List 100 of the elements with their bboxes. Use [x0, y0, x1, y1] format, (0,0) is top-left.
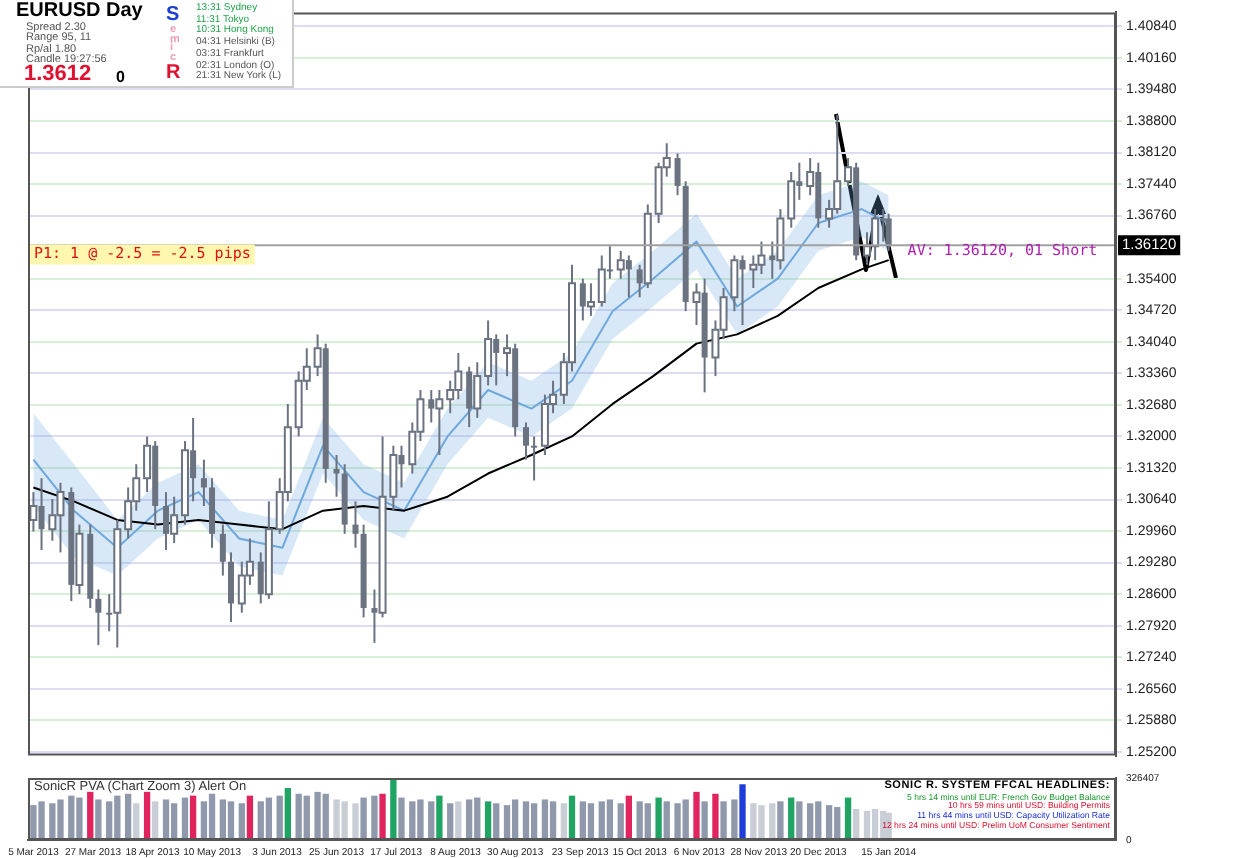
candlestick — [885, 212, 892, 252]
bar — [371, 795, 378, 840]
bar — [844, 797, 852, 840]
bar — [655, 797, 662, 840]
bar — [447, 803, 454, 840]
candlestick — [674, 152, 681, 197]
bar — [428, 801, 435, 840]
bar — [693, 791, 700, 840]
bar — [522, 801, 530, 840]
bar — [276, 795, 283, 840]
candlestick — [522, 421, 529, 461]
candlestick — [209, 477, 216, 549]
bar — [560, 803, 568, 840]
bar — [106, 801, 113, 840]
bar — [674, 803, 681, 840]
candlestick — [625, 254, 632, 299]
bar — [682, 799, 689, 840]
bar — [701, 801, 708, 840]
bar — [807, 803, 814, 840]
bar — [541, 799, 549, 840]
bar — [788, 797, 795, 840]
bar — [238, 803, 245, 840]
bar — [379, 793, 386, 840]
candlestick — [219, 523, 226, 577]
candlestick — [333, 453, 340, 498]
bar — [208, 793, 216, 840]
bar — [512, 799, 519, 840]
candlestick — [428, 389, 435, 424]
annotation: S — [166, 4, 180, 26]
bar — [219, 799, 227, 840]
candlestick — [95, 588, 102, 647]
bar — [360, 797, 367, 840]
candlestick — [227, 551, 234, 623]
bar — [644, 803, 651, 840]
bar — [76, 797, 83, 840]
bar — [465, 799, 473, 840]
bar — [720, 801, 727, 840]
candlestick — [466, 365, 473, 429]
bar — [455, 801, 462, 840]
bar — [484, 801, 492, 840]
bar — [170, 803, 178, 840]
text: EURUSD Day — [16, 0, 143, 22]
candlestick — [352, 500, 359, 549]
bar — [38, 801, 45, 840]
bar — [731, 799, 738, 840]
bar — [284, 788, 291, 840]
bar — [409, 801, 416, 840]
bar — [162, 799, 170, 840]
bar — [503, 805, 511, 840]
bar — [530, 803, 538, 840]
bar — [625, 795, 632, 840]
bar — [815, 801, 822, 840]
bar — [587, 803, 595, 840]
bar — [636, 801, 643, 840]
bar — [341, 801, 348, 840]
bar — [568, 795, 576, 840]
candlestick — [200, 458, 207, 508]
bar — [493, 803, 500, 840]
bar — [181, 797, 189, 840]
bar — [114, 795, 121, 840]
bar — [133, 803, 140, 840]
bar — [314, 791, 321, 840]
bar — [390, 778, 397, 840]
bar — [124, 793, 132, 840]
annotation: 1.3612 — [24, 62, 92, 86]
bar — [796, 801, 803, 840]
candlestick — [56, 481, 65, 554]
bar — [87, 791, 94, 840]
bar — [30, 805, 37, 840]
bar — [322, 793, 329, 840]
bar — [265, 797, 273, 840]
bar — [257, 801, 264, 840]
annotation: 0 — [116, 68, 125, 86]
bar — [436, 795, 443, 840]
bar — [549, 801, 557, 840]
candlestick — [29, 491, 38, 533]
bar — [739, 784, 746, 840]
bar — [333, 799, 340, 840]
bar — [152, 801, 159, 840]
bar — [769, 803, 776, 840]
bar — [352, 803, 359, 840]
bar — [750, 803, 757, 840]
bar — [227, 801, 235, 840]
bar — [825, 805, 833, 840]
bar — [598, 801, 605, 840]
bar — [606, 799, 614, 840]
candlestick — [531, 435, 538, 482]
bar — [189, 795, 197, 840]
bar — [758, 805, 765, 840]
candlestick — [871, 208, 880, 262]
bar — [474, 797, 481, 840]
bar — [579, 801, 586, 840]
bar — [143, 791, 151, 840]
bar — [68, 795, 75, 840]
bar — [777, 801, 784, 840]
bar — [303, 795, 310, 840]
candlestick — [163, 491, 170, 552]
annotation: R — [166, 62, 181, 84]
bar — [663, 801, 670, 840]
bar — [295, 793, 302, 840]
